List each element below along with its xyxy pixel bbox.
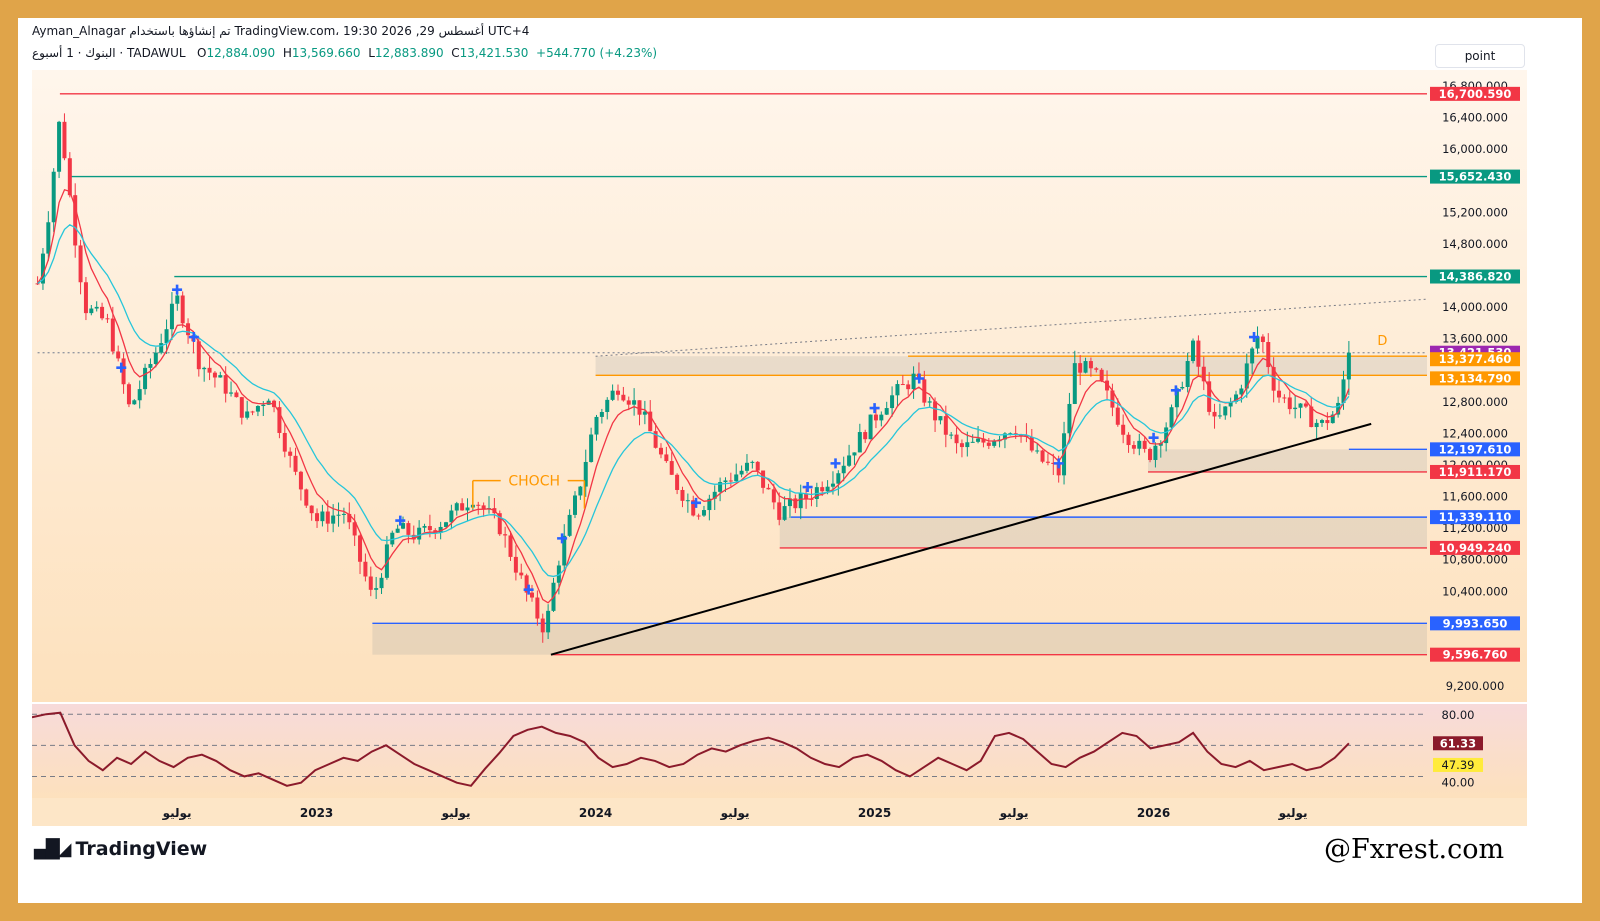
- tradingview-logo: ▄█◢ TradingView: [34, 838, 207, 860]
- close-value: 13,421.530: [459, 46, 529, 60]
- tradingview-mark-icon: ▄█◢: [34, 838, 72, 860]
- chart-window: [18, 18, 1582, 903]
- low-label: L: [368, 46, 375, 60]
- open-label: O: [197, 46, 207, 60]
- change-value: +544.770 (+4.23%): [536, 46, 658, 60]
- high-value: 13,569.660: [291, 46, 361, 60]
- low-value: 12,883.890: [374, 46, 444, 60]
- tradingview-brand-text: TradingView: [75, 838, 208, 860]
- open-value: 12,884.090: [206, 46, 276, 60]
- point-button[interactable]: point: [1435, 44, 1525, 68]
- watermark-text: @Fxrest.com: [1324, 834, 1505, 865]
- x-brand-icon: [52, 74, 88, 114]
- symbol-info-bar: البنوك · 1 أسبوع · TADAWUL O12,884.090 H…: [32, 46, 657, 60]
- chart-attribution: Ayman_Alnagar تم إنشاؤها باستخدام Tradin…: [32, 24, 530, 38]
- symbol-name[interactable]: البنوك · 1 أسبوع · TADAWUL: [32, 46, 186, 60]
- close-label: C: [451, 46, 460, 60]
- high-label: H: [282, 46, 292, 60]
